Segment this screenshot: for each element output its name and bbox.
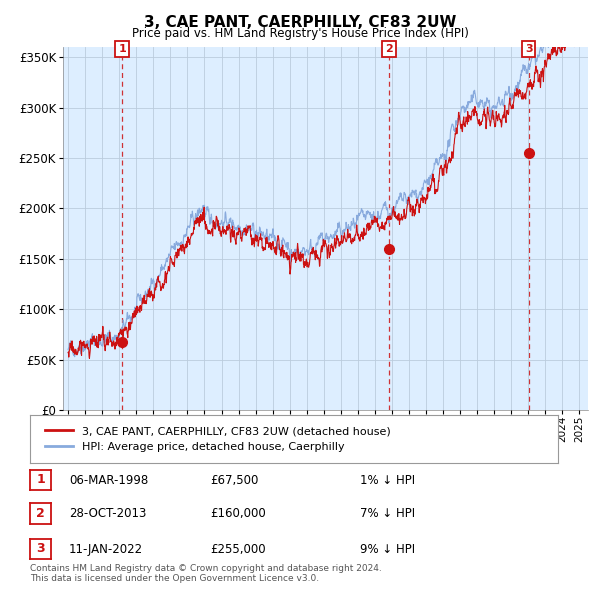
Text: 11-JAN-2022: 11-JAN-2022 (69, 543, 143, 556)
Text: £67,500: £67,500 (210, 474, 259, 487)
Text: 3: 3 (36, 542, 45, 556)
Text: 28-OCT-2013: 28-OCT-2013 (69, 507, 146, 520)
Text: 06-MAR-1998: 06-MAR-1998 (69, 474, 148, 487)
Text: 2: 2 (36, 507, 45, 520)
Text: 1% ↓ HPI: 1% ↓ HPI (360, 474, 415, 487)
Text: 3, CAE PANT, CAERPHILLY, CF83 2UW: 3, CAE PANT, CAERPHILLY, CF83 2UW (144, 15, 456, 30)
Text: £255,000: £255,000 (210, 543, 266, 556)
Text: Contains HM Land Registry data © Crown copyright and database right 2024.: Contains HM Land Registry data © Crown c… (30, 565, 382, 573)
Text: 1: 1 (36, 473, 45, 487)
Text: 1: 1 (118, 44, 126, 54)
Text: Price paid vs. HM Land Registry's House Price Index (HPI): Price paid vs. HM Land Registry's House … (131, 27, 469, 40)
Text: 3: 3 (525, 44, 533, 54)
Text: This data is licensed under the Open Government Licence v3.0.: This data is licensed under the Open Gov… (30, 574, 319, 583)
Legend: 3, CAE PANT, CAERPHILLY, CF83 2UW (detached house), HPI: Average price, detached: 3, CAE PANT, CAERPHILLY, CF83 2UW (detac… (41, 422, 395, 456)
Text: 9% ↓ HPI: 9% ↓ HPI (360, 543, 415, 556)
Text: £160,000: £160,000 (210, 507, 266, 520)
Text: 7% ↓ HPI: 7% ↓ HPI (360, 507, 415, 520)
Text: 2: 2 (385, 44, 393, 54)
